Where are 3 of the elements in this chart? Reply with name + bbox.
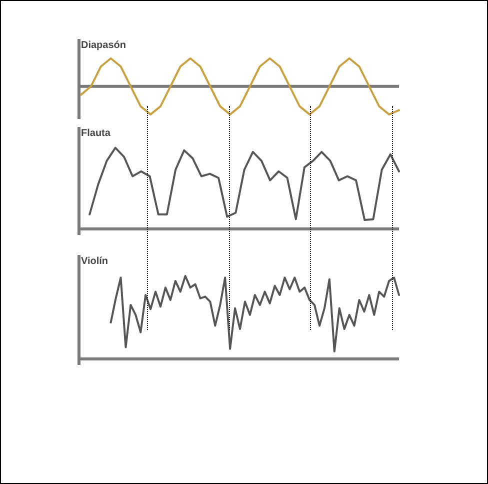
chart-title: Violín [81,256,108,267]
chart-title: Flauta [81,128,111,139]
chart-title: Diapasón [81,40,126,51]
